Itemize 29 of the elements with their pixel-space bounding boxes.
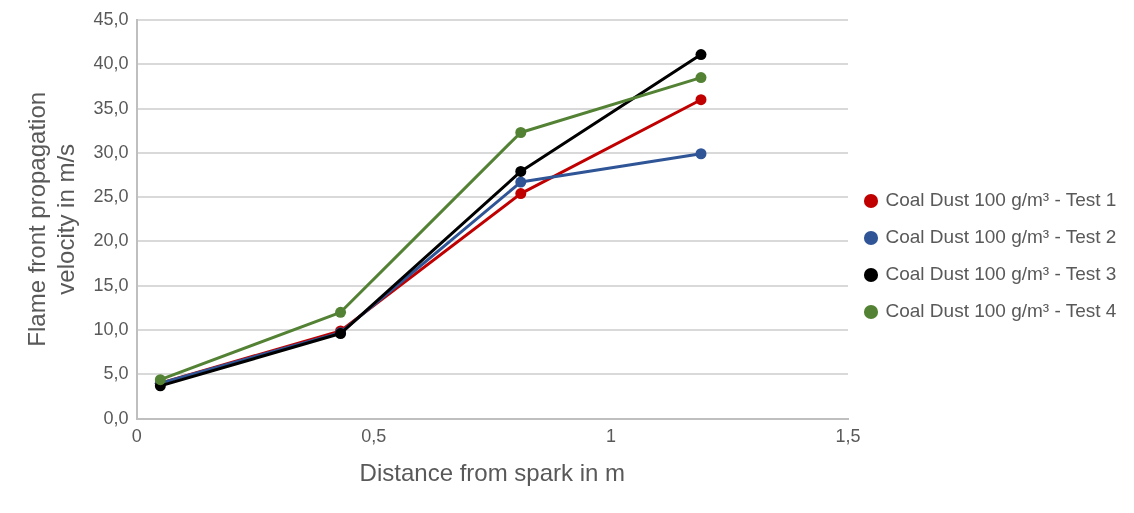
point xyxy=(695,49,707,61)
x-tick-label: 0,5 xyxy=(361,426,387,447)
point xyxy=(695,72,707,84)
point xyxy=(335,306,347,318)
point xyxy=(515,188,527,200)
point xyxy=(695,94,707,106)
x-tick-label: 0 xyxy=(131,426,142,447)
point xyxy=(695,148,707,160)
x-axis-title: Distance from spark in m xyxy=(359,459,626,487)
x-tick-label: 1,5 xyxy=(835,426,861,447)
y-tick-label: 5,0 xyxy=(103,363,129,384)
y-tick-label: 15,0 xyxy=(93,274,129,295)
y-axis-title: Flame front propagation velocity in m/s xyxy=(23,91,79,347)
y-tick-label: 25,0 xyxy=(93,186,129,207)
legend-label: Coal Dust 100 g/m³ - Test 1 xyxy=(885,189,1117,211)
y-tick-label: 35,0 xyxy=(93,97,129,118)
y-tick-label: 45,0 xyxy=(93,8,129,29)
legend-label: Coal Dust 100 g/m³ - Test 3 xyxy=(885,263,1117,285)
legend-label: Coal Dust 100 g/m³ - Test 2 xyxy=(885,226,1117,248)
y-tick-label: 10,0 xyxy=(93,318,129,339)
x-tick-label: 1 xyxy=(605,426,616,447)
point xyxy=(515,176,527,188)
y-tick-label: 0,0 xyxy=(103,407,129,428)
legend-label: Coal Dust 100 g/m³ - Test 4 xyxy=(885,300,1117,322)
y-tick-label: 20,0 xyxy=(93,230,129,251)
y-tick-label: 30,0 xyxy=(93,141,129,162)
point xyxy=(515,165,527,177)
point xyxy=(515,126,527,138)
y-tick-label: 40,0 xyxy=(93,53,129,74)
